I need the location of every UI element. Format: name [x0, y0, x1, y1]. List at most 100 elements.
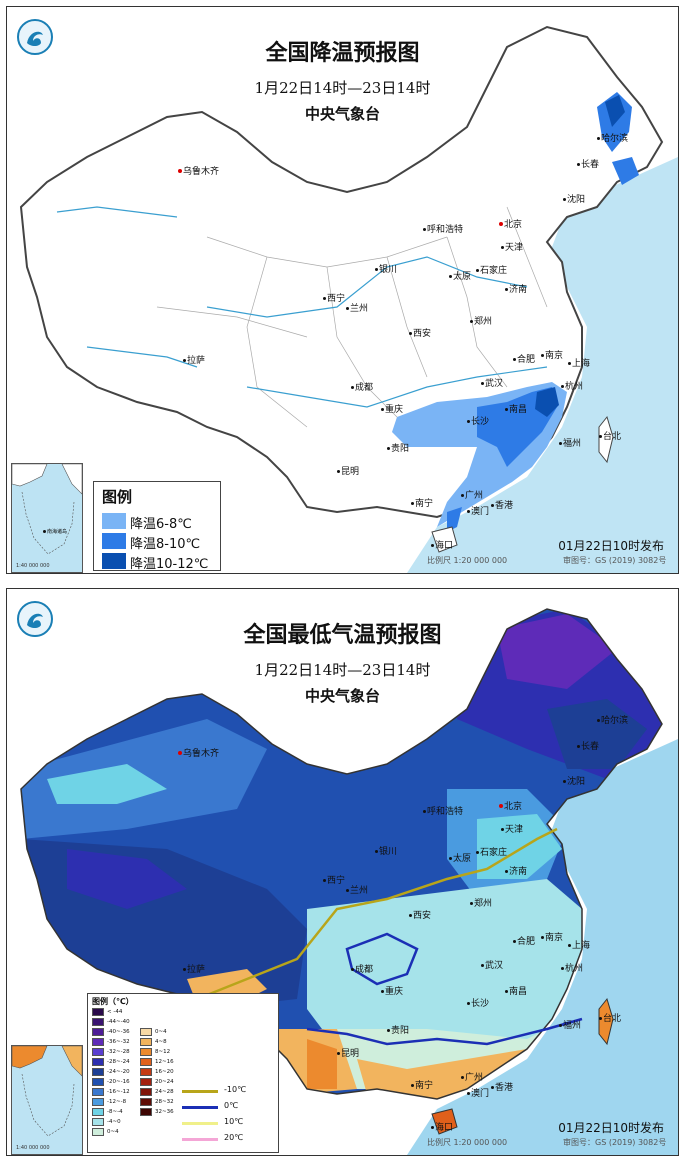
temperature-legend: 图例（℃） < -44 -44~-40 -40~-36 -36~-32 -32~…	[87, 993, 279, 1153]
legend-item: 8~12	[140, 1048, 200, 1057]
city-label: 杭州	[560, 964, 584, 974]
legend-swatch	[140, 1048, 152, 1056]
city-label: 武汉	[480, 379, 504, 389]
legend-label: -4~0	[107, 1119, 121, 1125]
city-label: 合肥	[512, 937, 536, 947]
city-label: 沈阳	[562, 777, 586, 787]
legend-item: 12~16	[140, 1058, 200, 1067]
legend-label: 16~20	[155, 1069, 174, 1075]
inset-label: 南海诸岛	[42, 529, 68, 535]
legend-swatch	[92, 1088, 104, 1096]
city-label: 昆明	[336, 467, 360, 477]
legend-label: 降温8-10℃	[130, 537, 201, 552]
legend-item: -32~-28	[92, 1048, 152, 1057]
city-label: 郑州	[469, 317, 493, 327]
city-label: 长春	[576, 160, 600, 170]
legend-swatch	[92, 1018, 104, 1026]
city-label: 乌鲁木齐	[177, 167, 220, 177]
review-number: 审图号：GS (2019) 3082号	[563, 1138, 667, 1147]
city-label: 台北	[598, 432, 622, 442]
city-label: 上海	[567, 941, 591, 951]
city-label: 长沙	[466, 999, 490, 1009]
map-period: 1月22日14时—23日14时	[254, 79, 431, 97]
city-label: 南昌	[504, 405, 528, 415]
legend-item: 16~20	[140, 1068, 200, 1077]
city-label: 香港	[490, 1083, 514, 1093]
legend-label: < -44	[107, 1009, 123, 1015]
legend-label: 20~24	[155, 1079, 174, 1085]
city-label: 武汉	[480, 961, 504, 971]
city-label: 台北	[598, 1014, 622, 1024]
legend-label: 降温10-12℃	[130, 557, 209, 572]
inset-map	[12, 1046, 82, 1137]
city-label: 郑州	[469, 899, 493, 909]
legend-item: -36~-32	[92, 1038, 152, 1047]
legend-item: -16~-12	[92, 1088, 152, 1097]
city-label: 广州	[460, 1073, 484, 1083]
legend-item: 0~4	[140, 1028, 200, 1037]
city-label: 贵阳	[386, 444, 410, 454]
isoline-label: -10℃	[224, 1085, 247, 1094]
legend-label: 32~36	[155, 1109, 174, 1115]
legend-swatch	[140, 1108, 152, 1116]
legend-label: -12~-8	[107, 1099, 127, 1105]
isoline-legend-item: 0℃	[182, 1100, 272, 1114]
south-china-sea-inset: 1:40 000 000	[11, 1045, 83, 1155]
legend-swatch	[92, 1008, 104, 1016]
city-label: 北京	[498, 802, 523, 812]
map-scale: 比例尺 1:20 000 000	[427, 1138, 508, 1147]
isoline-zero	[306, 1017, 583, 1046]
cooling-legend: 图例 降温6-8℃ 降温8-10℃ 降温10-12℃	[93, 481, 221, 572]
legend-label: 0~4	[155, 1029, 167, 1035]
legend-swatch	[102, 553, 126, 569]
city-label: 西安	[408, 329, 432, 339]
city-label: 天津	[500, 825, 524, 835]
cooling-areas	[392, 92, 639, 532]
city-label: 贵阳	[386, 1026, 410, 1036]
legend-item: 0~4	[92, 1128, 152, 1137]
map-title: 全国降温预报图	[265, 40, 420, 66]
city-label: 南宁	[410, 1081, 434, 1091]
city-label: 杭州	[560, 382, 584, 392]
cma-logo-icon	[17, 19, 53, 55]
city-label: 南宁	[410, 499, 434, 509]
sea-area	[407, 157, 678, 573]
legend-swatch	[92, 1038, 104, 1046]
inset-scale: 1:40 000 000	[16, 1145, 50, 1151]
legend-item: -4~0	[92, 1118, 152, 1127]
legend-label: -20~-16	[107, 1079, 130, 1085]
legend-item: 20~24	[140, 1078, 200, 1087]
city-label: 济南	[504, 867, 528, 877]
isoline-label: 20℃	[224, 1133, 244, 1142]
release-time: 01月22日10时发布	[558, 539, 664, 553]
city-label: 哈尔滨	[596, 134, 629, 144]
legend-swatch	[92, 1048, 104, 1056]
legend-item: -40~-36	[92, 1028, 152, 1037]
city-label: 西宁	[322, 294, 346, 304]
city-label: 海口	[430, 541, 454, 551]
isoline-label: 10℃	[224, 1117, 244, 1126]
city-label: 沈阳	[562, 195, 586, 205]
legend-swatch	[92, 1108, 104, 1116]
cooling-map-canvas	[19, 25, 678, 573]
city-label: 银川	[374, 265, 398, 275]
map-title: 全国最低气温预报图	[243, 622, 442, 648]
inset-scale: 1:40 000 000	[16, 563, 50, 569]
legend-item: 24~28	[140, 1088, 200, 1097]
legend-label: 28~32	[155, 1099, 174, 1105]
city-label: 兰州	[345, 886, 369, 896]
city-label: 福州	[558, 439, 582, 449]
legend-item: 降温6-8℃	[102, 512, 220, 532]
city-label: 海口	[430, 1123, 454, 1133]
legend-label: 12~16	[155, 1059, 174, 1065]
city-label: 成都	[350, 965, 374, 975]
legend-item: 28~32	[140, 1098, 200, 1107]
legend-label: 24~28	[155, 1089, 174, 1095]
isoline-legend-item: -10℃	[182, 1084, 272, 1098]
legend-label: 0~4	[107, 1129, 119, 1135]
city-label: 北京	[498, 220, 523, 230]
province-borders	[156, 206, 548, 428]
city-label: 长春	[576, 742, 600, 752]
legend-swatch	[102, 533, 126, 549]
city-label: 长沙	[466, 417, 490, 427]
